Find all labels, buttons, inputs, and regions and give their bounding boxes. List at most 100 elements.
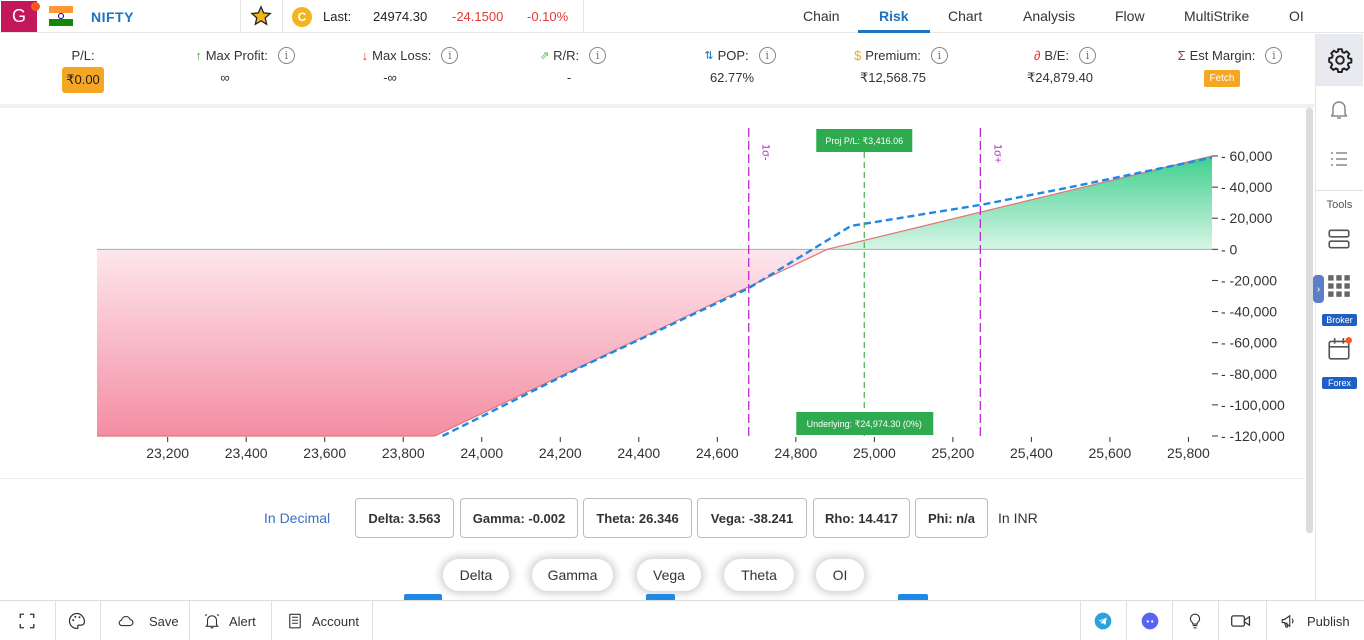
divider xyxy=(1172,601,1173,640)
publish-button[interactable]: Publish xyxy=(1279,601,1350,640)
payoff-chart: 1σ- 1σ+ Proj P/L: ₹3,416.06 Underlying: ₹24… xyxy=(0,108,1304,478)
server-button[interactable] xyxy=(1326,226,1352,252)
telegram-button[interactable] xyxy=(1093,601,1113,640)
sigma-icon: Σ xyxy=(1177,47,1186,63)
info-icon[interactable]: i xyxy=(277,46,295,64)
bell-icon xyxy=(1330,101,1348,119)
rr-label: R/R: xyxy=(553,47,580,63)
y-tick-label: - 0 xyxy=(1221,241,1238,257)
discord-button[interactable] xyxy=(1140,601,1160,640)
tab-flow[interactable]: Flow xyxy=(1115,8,1145,24)
divider xyxy=(1316,190,1363,191)
info-icon[interactable]: i xyxy=(589,46,607,64)
divider xyxy=(583,0,584,33)
pop-icon: ⇅ xyxy=(704,49,714,62)
forex-badge[interactable]: Forex xyxy=(1322,377,1357,389)
greek-delta: Delta: 3.563 xyxy=(355,498,454,538)
info-icon[interactable]: i xyxy=(930,46,948,64)
premium-label: Premium: xyxy=(865,47,921,63)
tab-oi[interactable]: OI xyxy=(1289,8,1304,24)
rr-value: - xyxy=(566,70,572,85)
pill-gamma[interactable]: Gamma xyxy=(532,559,613,591)
underlying-text: Underlying: ₹24,974.30 (0%) xyxy=(807,419,922,429)
save-label: Save xyxy=(149,613,179,629)
broker-badge[interactable]: Broker xyxy=(1322,314,1357,326)
partial-icon: ∂ xyxy=(1033,47,1041,63)
top-bar: G NIFTY C Last: 24974.30 -24.1500 -0.10%… xyxy=(0,0,1364,33)
tools-label: Tools xyxy=(1326,199,1353,211)
last-price-change: -24.1500 xyxy=(452,9,504,24)
x-tick-label: 23,800 xyxy=(382,445,425,461)
pill-oi[interactable]: OI xyxy=(816,559,864,591)
account-button[interactable]: Account xyxy=(286,601,359,640)
video-button[interactable] xyxy=(1230,601,1252,640)
scroll-marker xyxy=(898,594,928,600)
tips-button[interactable] xyxy=(1186,601,1204,640)
fetch-margin-button[interactable]: Fetch xyxy=(1204,70,1240,87)
divider xyxy=(1126,601,1127,640)
bell-button[interactable] xyxy=(1326,96,1352,122)
account-label: Account xyxy=(312,613,359,629)
info-icon[interactable]: i xyxy=(758,46,776,64)
list-icon xyxy=(1331,152,1347,166)
info-icon[interactable]: i xyxy=(1265,46,1283,64)
divider xyxy=(100,601,101,640)
stat-max-loss: ↓ Max Loss: i -∞ xyxy=(350,34,470,85)
y-tick-label: - -60,000 xyxy=(1221,335,1277,351)
info-icon[interactable]: i xyxy=(441,46,459,64)
max-profit-value: ∞ xyxy=(220,70,230,85)
tab-chart[interactable]: Chart xyxy=(948,8,983,24)
in-inr-toggle[interactable]: In INR xyxy=(998,510,1038,526)
star-icon[interactable] xyxy=(250,5,272,27)
pill-delta[interactable]: Delta xyxy=(443,559,509,591)
lightbulb-icon xyxy=(1189,613,1201,629)
collapse-sidebar-button[interactable]: › xyxy=(1313,275,1324,303)
x-tick-label: 23,400 xyxy=(225,445,268,461)
active-tab-indicator xyxy=(858,30,930,33)
broker-button[interactable] xyxy=(1326,273,1352,299)
pop-label: POP: xyxy=(717,47,749,63)
pill-theta[interactable]: Theta xyxy=(724,559,794,591)
x-tick-label: 25,600 xyxy=(1089,445,1132,461)
arrow-up-icon: ↑ xyxy=(195,47,202,63)
save-button[interactable]: Save xyxy=(117,601,179,640)
divider xyxy=(1218,601,1219,640)
cloud-icon xyxy=(118,616,134,627)
server-icon xyxy=(1328,229,1350,249)
info-icon[interactable]: i xyxy=(1079,46,1096,64)
fullscreen-button[interactable] xyxy=(18,601,36,640)
x-tick-label: 25,200 xyxy=(931,445,974,461)
greek-gamma: Gamma: -0.002 xyxy=(460,498,578,538)
theme-button[interactable] xyxy=(67,601,87,640)
premium-value: ₹12,568.75 xyxy=(859,70,927,85)
tab-chain[interactable]: Chain xyxy=(803,8,840,24)
max-loss-label: Max Loss: xyxy=(372,47,432,63)
in-decimal-toggle[interactable]: In Decimal xyxy=(264,510,331,526)
greek-vega: Vega: -38.241 xyxy=(697,498,807,538)
pill-vega[interactable]: Vega xyxy=(637,559,701,591)
alert-label: Alert xyxy=(229,613,256,629)
y-axis: - 60,000 - 40,000 - 20,000 - 0 - -20,000 - -4… xyxy=(1212,148,1285,444)
x-tick-label: 23,600 xyxy=(303,445,346,461)
list-button[interactable] xyxy=(1326,146,1352,172)
max-profit-label: Max Profit: xyxy=(205,47,268,63)
bottom-bar: Save Alert Account xyxy=(0,600,1364,640)
document-icon xyxy=(289,613,301,629)
max-loss-value: -∞ xyxy=(383,70,397,85)
tab-analysis[interactable]: Analysis xyxy=(1023,8,1076,24)
tab-risk[interactable]: Risk xyxy=(879,8,909,24)
dollar-icon: $ xyxy=(854,47,862,63)
forex-button[interactable] xyxy=(1326,336,1352,362)
loss-area xyxy=(97,249,828,436)
x-tick-label: 24,800 xyxy=(774,445,817,461)
settings-button[interactable] xyxy=(1316,34,1363,86)
stat-premium: $ Premium: i ₹12,568.75 xyxy=(843,34,959,86)
alert-button[interactable]: Alert xyxy=(203,601,256,640)
divider xyxy=(0,478,1304,479)
vertical-scrollbar[interactable] xyxy=(1306,108,1313,533)
grid-icon xyxy=(1328,275,1350,297)
tab-multistrike[interactable]: MultiStrike xyxy=(1184,8,1250,24)
divider xyxy=(271,601,272,640)
proj-pl-text: Proj P/L: ₹3,416.06 xyxy=(825,136,903,146)
symbol-name[interactable]: NIFTY xyxy=(91,9,134,25)
